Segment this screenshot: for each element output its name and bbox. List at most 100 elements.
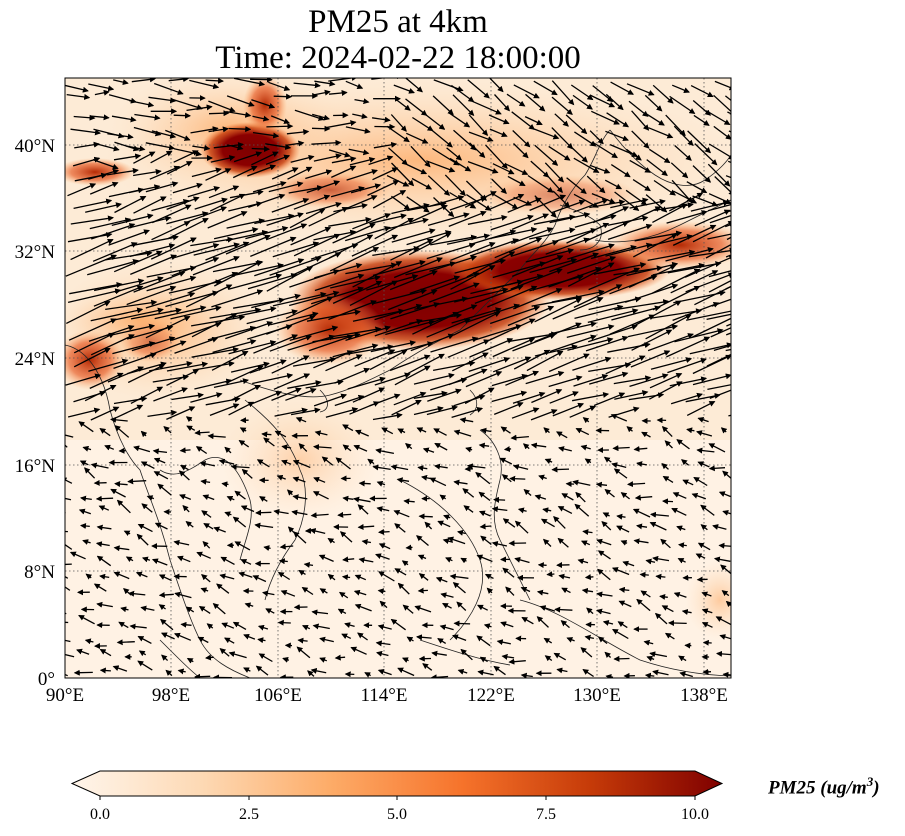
- wind-arrow: [514, 520, 529, 534]
- wind-arrow: [113, 250, 163, 273]
- wind-arrow: [219, 573, 235, 580]
- wind-arrow: [391, 228, 436, 243]
- wind-arrow: [369, 349, 408, 371]
- wind-arrow: [79, 460, 89, 466]
- wind-arrow: [327, 537, 335, 544]
- wind-arrow: [511, 111, 535, 130]
- wind-arrow: [191, 313, 238, 338]
- wind-arrow: [462, 488, 475, 498]
- wind-arrow: [403, 498, 415, 505]
- wind-arrow: [271, 197, 310, 213]
- wind-arrow: [734, 284, 778, 307]
- wind-arrow: [84, 638, 94, 645]
- wind-arrow: [345, 225, 391, 242]
- wind-arrow: [585, 335, 629, 352]
- wind-arrow: [630, 350, 671, 368]
- wind-arrow: [720, 564, 731, 575]
- wind-arrow: [251, 151, 279, 166]
- wind-arrow: [546, 571, 555, 578]
- wind-arrow: [417, 465, 428, 472]
- wind-arrow: [701, 591, 712, 598]
- wind-arrow: [153, 457, 166, 464]
- wind-arrow: [347, 376, 386, 390]
- wind-arrow: [130, 386, 164, 404]
- wind-arrow: [414, 296, 469, 310]
- wind-arrow: [290, 226, 332, 246]
- wind-arrow: [633, 446, 648, 453]
- wind-arrow: [342, 444, 352, 452]
- wind-arrow: [662, 498, 674, 505]
- wind-arrow: [354, 349, 396, 367]
- wind-arrow: [212, 602, 226, 615]
- wind-arrow: [128, 590, 146, 597]
- wind-arrow: [676, 439, 690, 450]
- wind-arrow: [281, 444, 292, 451]
- wind-arrow: [254, 522, 274, 529]
- wind-arrow: [468, 356, 511, 373]
- wind-arrow: [426, 242, 476, 260]
- wind-arrow: [174, 336, 219, 354]
- wind-arrow: [111, 213, 154, 227]
- wind-arrow: [726, 323, 731, 327]
- wind-arrow: [492, 193, 519, 210]
- wind-arrow: [672, 301, 720, 322]
- wind-arrow: [543, 427, 550, 434]
- map-timestamp: Time: 2024-02-22 18:00:00: [215, 40, 581, 76]
- wind-arrow: [314, 80, 336, 87]
- wind-arrow: [589, 199, 626, 209]
- wind-arrow: [673, 190, 698, 204]
- wind-arrow: [708, 443, 726, 453]
- wind-arrow: [378, 528, 390, 535]
- wind-arrow: [671, 507, 687, 516]
- wind-arrow: [513, 143, 529, 159]
- wind-arrow: [697, 416, 709, 423]
- wind-arrow: [450, 265, 496, 290]
- wind-arrow: [78, 508, 92, 515]
- wind-arrow: [295, 417, 307, 423]
- wind-arrow: [213, 526, 226, 533]
- wind-arrow: [200, 478, 211, 485]
- wind-arrow: [489, 78, 504, 93]
- wind-arrow: [168, 78, 189, 83]
- wind-arrow: [312, 491, 329, 500]
- wind-arrow: [132, 168, 162, 177]
- wind-arrow: [514, 556, 530, 564]
- wind-arrow: [185, 520, 194, 528]
- wind-arrow: [472, 324, 523, 342]
- wind-arrow: [545, 237, 590, 255]
- wind-arrow: [566, 222, 610, 244]
- wind-arrow: [631, 329, 673, 351]
- wind-arrow: [65, 639, 71, 643]
- wind-arrow: [413, 372, 455, 385]
- wind-arrow: [711, 298, 731, 307]
- wind-arrow: [129, 623, 147, 630]
- wind-arrow: [65, 512, 66, 514]
- wind-arrow: [460, 557, 468, 564]
- wind-arrow: [636, 523, 648, 530]
- wind-arrow: [353, 444, 368, 452]
- lon-label: 106°E: [254, 685, 302, 706]
- wind-arrow: [140, 605, 155, 612]
- wind-arrow: [247, 273, 298, 290]
- wind-arrow: [125, 145, 146, 152]
- wind-arrow: [133, 196, 167, 214]
- wind-arrow: [433, 79, 464, 92]
- wind-arrow: [610, 197, 649, 209]
- wind-arrow: [629, 159, 652, 173]
- wind-arrow: [713, 125, 731, 140]
- wind-arrow: [543, 637, 553, 644]
- wind-arrow: [641, 431, 651, 438]
- wind-arrow: [616, 513, 626, 520]
- wind-arrow: [69, 551, 86, 560]
- wind-arrow: [411, 177, 433, 190]
- wind-arrow: [358, 480, 371, 487]
- wind-arrow: [374, 217, 414, 240]
- wind-arrow: [553, 515, 566, 529]
- wind-arrow: [661, 463, 669, 470]
- wind-arrow: [490, 226, 538, 240]
- wind-arrow: [720, 427, 728, 434]
- wind-arrow: [469, 142, 486, 158]
- wind-arrow: [511, 213, 550, 230]
- wind-arrow: [352, 113, 368, 120]
- wind-arrow: [110, 416, 128, 423]
